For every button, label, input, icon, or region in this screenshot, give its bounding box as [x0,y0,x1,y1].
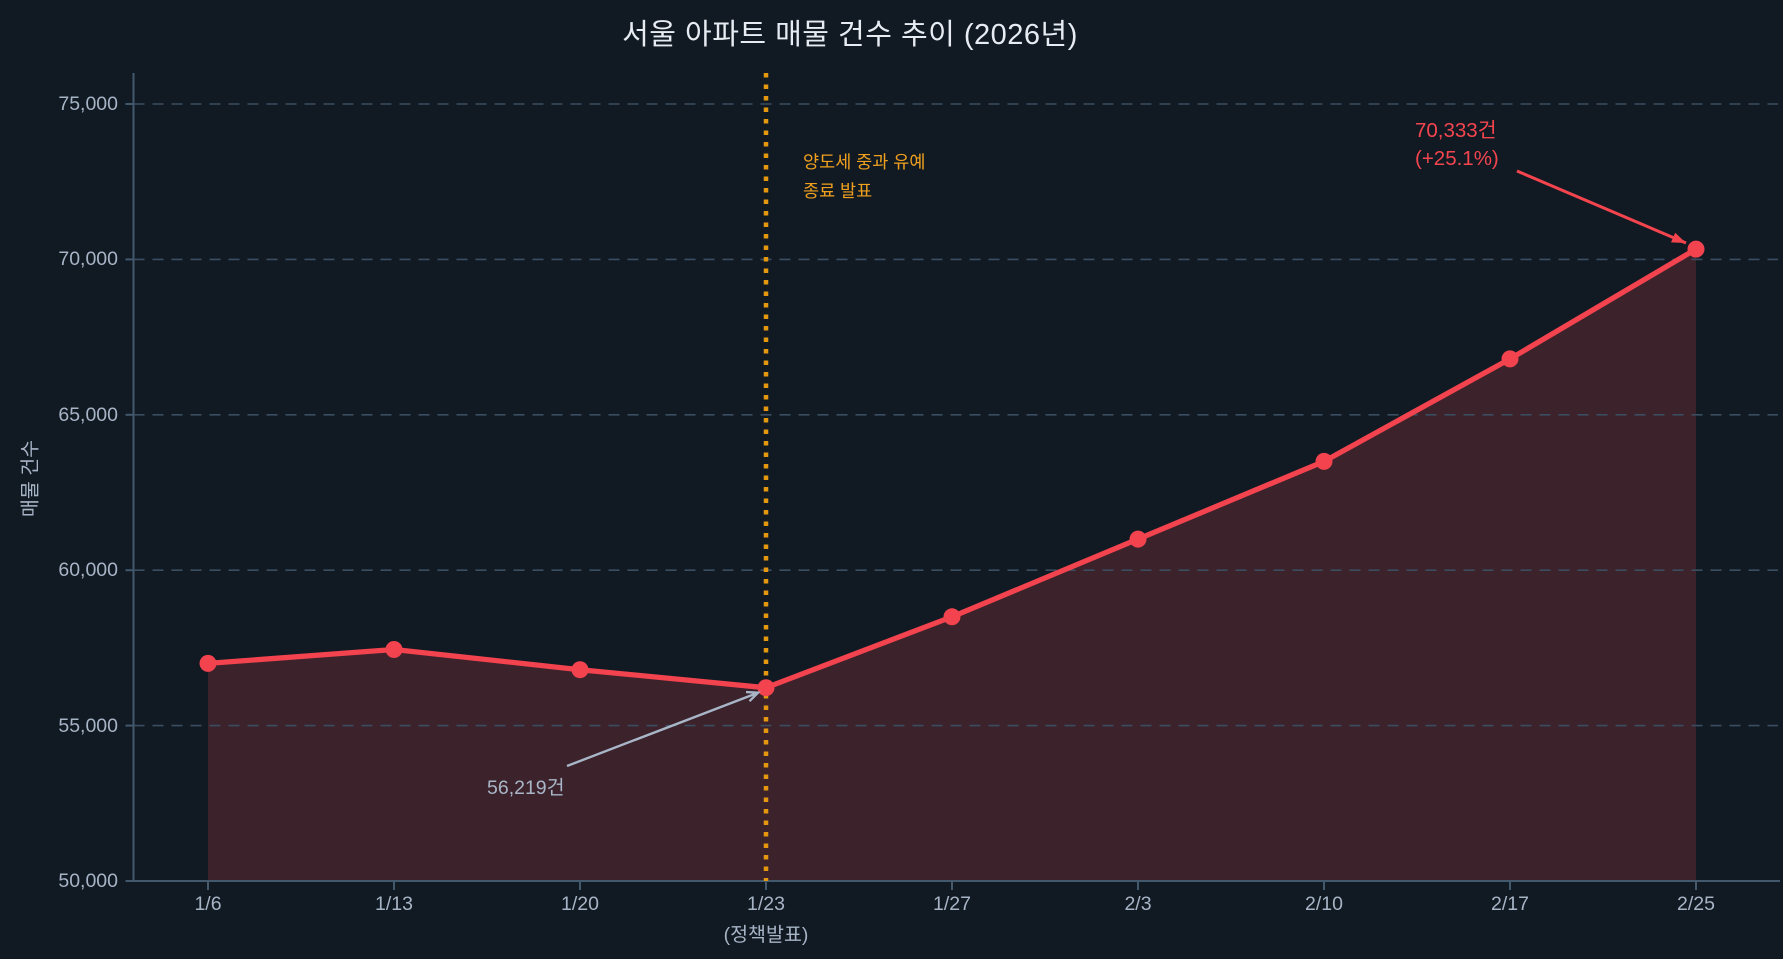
data-point-marker [1315,452,1333,470]
x-tick-label: 1/23 [747,893,785,915]
data-point-marker [1129,530,1147,548]
final-value-annotation: 70,333건 (+25.1%) [1415,117,1499,173]
x-tick-label: 1/20 [561,893,599,915]
data-point-marker [1501,350,1519,368]
policy-annotation-line2: 종료 발표 [803,181,873,201]
x-tick-label: 2/17 [1491,893,1529,915]
y-tick-label: 75,000 [58,93,118,115]
final-value-line2: (+25.1%) [1415,147,1499,170]
data-point-marker [757,679,775,697]
y-tick-label: 50,000 [58,870,118,892]
trough-annotation-arrow-head [745,690,761,703]
data-point-marker [385,641,403,658]
final-annotation-arrow [1516,169,1687,245]
x-tick-label: 2/25 [1677,893,1715,915]
data-point-marker [571,661,589,679]
y-tick-label: 70,000 [58,248,118,271]
x-axis-sublabel-policy: (정책발표) [723,924,809,946]
x-tick-label: 2/3 [1124,893,1152,915]
x-tick-label: 1/27 [933,893,971,915]
x-tick-label: 2/10 [1305,893,1343,915]
area-fill [208,249,1696,882]
x-tick-label: 1/13 [375,893,413,915]
x-tick-label: 1/6 [194,893,222,915]
final-value-line1: 70,333건 [1415,119,1497,142]
data-point-marker [943,608,961,626]
trough-annotation-arrow [566,691,759,768]
y-tick-label: 55,000 [58,714,118,737]
chart-title: 서울 아파트 매물 건수 추이 (2026년) [622,19,1078,51]
policy-annotation: 양도세 중과 유예 종료 발표 [803,148,925,206]
data-point-marker [1687,240,1705,258]
final-annotation-arrow-head [1671,232,1686,244]
y-tick-label: 65,000 [58,403,118,426]
trough-value-annotation: 56,219건 [487,777,565,799]
policy-annotation-line1: 양도세 중과 유예 [803,152,926,172]
y-tick-label: 60,000 [58,559,118,582]
data-point-marker [199,654,217,672]
